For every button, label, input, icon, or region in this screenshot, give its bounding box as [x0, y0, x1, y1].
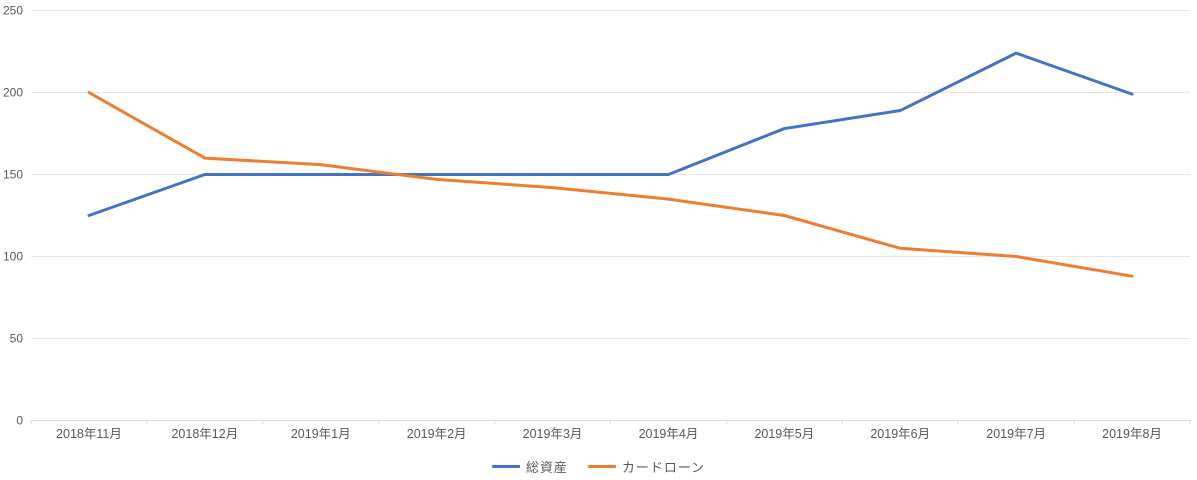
legend-line-swatch-orange	[587, 464, 616, 468]
x-category-label: 2019年4月	[639, 427, 699, 441]
legend-label-card-loan: カードローン	[621, 459, 706, 475]
legend-item-total-assets: 総資産	[491, 457, 568, 476]
x-category-label: 2019年8月	[1102, 427, 1162, 441]
y-tick-label: 200	[3, 86, 23, 100]
y-tick-label: 150	[3, 168, 23, 182]
y-tick-label: 50	[10, 332, 24, 346]
series-line-1	[87, 91, 1134, 278]
legend: 総資産 カードローン	[0, 452, 1197, 480]
y-tick-label: 0	[16, 414, 23, 428]
y-tick-label: 250	[3, 4, 23, 18]
line-chart-svg: 0 50 100 150 200 250 2018年11月 2018年12月 2019年1月 20…	[3, 4, 1191, 441]
legend-item-card-loan: カードローン	[587, 457, 706, 476]
x-category-label: 2019年6月	[870, 427, 930, 441]
x-category-label: 2019年1月	[291, 427, 351, 441]
series-line-0	[87, 51, 1134, 217]
legend-line-swatch-blue	[491, 464, 520, 468]
y-tick-label: 100	[3, 250, 23, 264]
x-category-label: 2018年12月	[171, 427, 238, 441]
x-category-label: 2019年7月	[986, 427, 1046, 441]
x-category-label: 2019年2月	[407, 427, 467, 441]
x-category-label: 2019年5月	[754, 427, 814, 441]
legend-label-total-assets: 総資産	[525, 459, 568, 475]
x-category-label: 2018年11月	[56, 427, 122, 441]
x-category-label: 2019年3月	[523, 427, 583, 441]
